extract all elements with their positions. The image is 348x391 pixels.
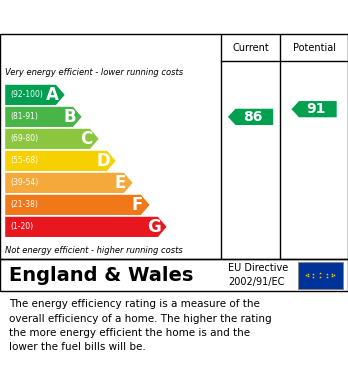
Text: D: D [96,152,110,170]
Text: Very energy efficient - lower running costs: Very energy efficient - lower running co… [5,68,183,77]
Bar [298,262,343,289]
Text: B: B [63,108,76,126]
Polygon shape [5,151,116,171]
Text: 91: 91 [307,102,326,116]
Text: England & Wales: England & Wales [9,266,193,285]
Polygon shape [228,109,273,125]
Polygon shape [5,195,150,215]
Polygon shape [5,173,133,193]
Text: Energy Efficiency Rating: Energy Efficiency Rating [9,11,219,25]
Text: E: E [115,174,126,192]
Polygon shape [5,217,167,237]
Text: (81-91): (81-91) [10,112,38,121]
Text: G: G [148,218,161,236]
Text: Current: Current [232,43,269,53]
Polygon shape [5,107,82,127]
Text: (69-80): (69-80) [10,135,39,143]
Text: The energy efficiency rating is a measure of the
overall efficiency of a home. T: The energy efficiency rating is a measur… [9,299,271,352]
Text: (39-54): (39-54) [10,178,39,187]
Polygon shape [5,85,65,105]
Text: C: C [80,130,93,148]
Polygon shape [5,129,98,149]
Text: Potential: Potential [293,43,335,53]
Text: F: F [132,196,143,214]
Text: EU Directive
2002/91/EC: EU Directive 2002/91/EC [228,263,288,287]
Text: 86: 86 [243,110,262,124]
Polygon shape [292,101,337,117]
Text: (55-68): (55-68) [10,156,39,165]
Text: (21-38): (21-38) [10,200,38,209]
Text: (92-100): (92-100) [10,90,43,99]
Text: Not energy efficient - higher running costs: Not energy efficient - higher running co… [5,246,183,255]
Text: A: A [46,86,59,104]
Text: (1-20): (1-20) [10,222,33,231]
